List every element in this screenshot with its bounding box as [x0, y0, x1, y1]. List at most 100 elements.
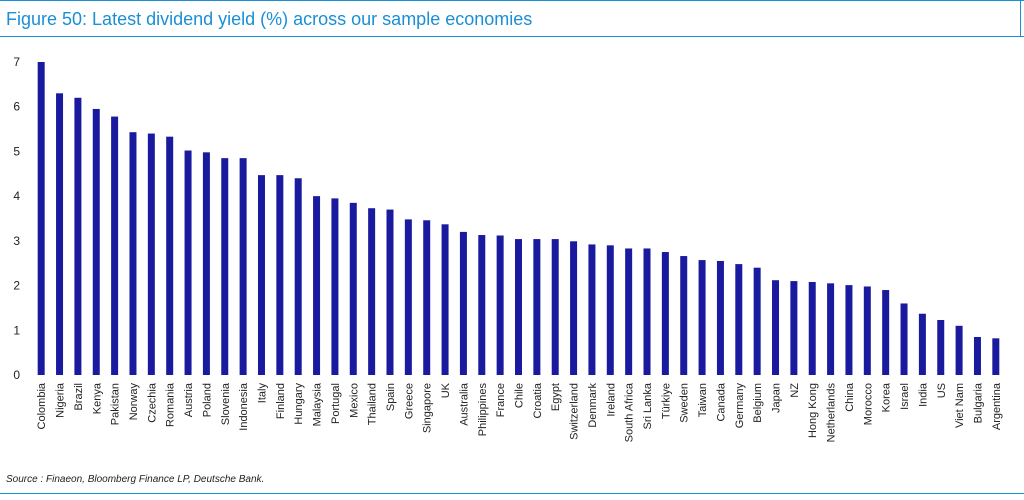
x-tick-label: Malaysia: [312, 382, 324, 426]
x-tick-label: Egypt: [550, 383, 562, 411]
x-tick-label: Croatia: [532, 382, 544, 418]
x-tick-label: Italy: [256, 383, 268, 404]
x-tick-label: Sri Lanka: [642, 382, 654, 429]
bar-portugal: [331, 198, 339, 375]
frame-top-rule: [0, 0, 1024, 1]
x-tick-label: Poland: [201, 383, 213, 417]
bar-colombia: [37, 62, 45, 375]
chart-title: Figure 50: Latest dividend yield (%) acr…: [6, 9, 533, 29]
x-tick-label: Germany: [734, 383, 746, 429]
x-tick-label: UK: [440, 382, 452, 398]
x-tick-label: Norway: [128, 383, 140, 421]
x-tick-label: Mexico: [348, 383, 360, 418]
bar-korea: [882, 290, 890, 375]
frame-right-rule: [1020, 0, 1021, 36]
bar-uk: [441, 224, 449, 375]
x-tick-label: Singapore: [422, 383, 434, 433]
bar-japan: [772, 280, 780, 375]
y-tick-label: 6: [13, 100, 20, 114]
x-axis-labels: Colombia Nigeria Brazil Kenya Pakistan Norway…: [36, 382, 1003, 442]
x-tick-label: Colombia: [36, 382, 48, 429]
bar-germany: [735, 264, 743, 375]
x-tick-label: Argentina: [991, 382, 1003, 430]
x-tick-label: Israel: [899, 383, 911, 410]
bar-canada: [716, 260, 724, 375]
x-tick-label: Indonesia: [238, 382, 250, 431]
bar-egypt: [551, 239, 559, 375]
x-tick-label: India: [917, 382, 929, 407]
bar-switzerland: [570, 241, 578, 375]
bar-indonesia: [239, 158, 247, 375]
bar-singapore: [423, 220, 431, 375]
x-tick-label: Hong Kong: [807, 383, 819, 438]
bar-nigeria: [56, 93, 64, 376]
bar-morocco: [863, 286, 871, 375]
bar-australia: [459, 231, 467, 375]
x-tick-label: Korea: [881, 382, 893, 412]
bar-brazil: [74, 97, 82, 375]
bar-taiwan: [698, 260, 706, 375]
x-tick-label: Spain: [385, 383, 397, 411]
x-tick-label: Bulgaria: [972, 382, 984, 423]
bar-india: [918, 313, 926, 375]
x-tick-label: Ireland: [605, 383, 617, 417]
bar-czechia: [147, 133, 155, 375]
bar-israel: [900, 303, 908, 375]
bar-t-rkiye: [661, 252, 669, 375]
bars: [37, 62, 1000, 376]
x-tick-label: Thailand: [367, 383, 379, 425]
bar-spain: [386, 209, 394, 375]
x-tick-label: Hungary: [293, 383, 305, 425]
bar-us: [937, 320, 945, 375]
bar-slovenia: [221, 158, 229, 375]
bar-croatia: [533, 239, 541, 375]
x-tick-label: Türkiye: [660, 383, 672, 419]
x-tick-label: Slovenia: [220, 382, 232, 425]
bar-romania: [166, 136, 174, 375]
y-tick-label: 1: [13, 323, 20, 337]
bar-malaysia: [313, 196, 321, 375]
bar-hong-kong: [808, 281, 816, 375]
bar-chart: 0 1 2 3 4 5 6 7 Colombia Nigeria Brazil Kenya Pakis…: [13, 55, 1003, 442]
y-tick-label: 4: [13, 189, 20, 203]
x-tick-label: Taiwan: [697, 383, 709, 417]
bar-bulgaria: [973, 336, 981, 375]
title-rule: [0, 36, 1024, 37]
x-tick-label: Brazil: [73, 383, 85, 411]
x-tick-label: France: [495, 383, 507, 417]
x-tick-label: Greece: [403, 383, 415, 419]
bar-kenya: [92, 108, 100, 375]
y-tick-label: 2: [13, 279, 20, 293]
x-tick-label: Belgium: [752, 383, 764, 423]
x-tick-label: Philippines: [477, 383, 489, 437]
bar-pakistan: [111, 116, 119, 376]
bar-thailand: [368, 208, 376, 375]
bar-poland: [202, 152, 210, 375]
bar-viet-nam: [955, 325, 963, 375]
x-tick-label: Nigeria: [55, 382, 67, 418]
bar-italy: [257, 175, 265, 375]
bar-sweden: [680, 256, 688, 375]
bar-belgium: [753, 267, 761, 375]
source-note: Source : Finaeon, Bloomberg Finance LP, …: [6, 474, 265, 485]
x-tick-label: Switzerland: [569, 383, 581, 440]
x-tick-label: Austria: [183, 382, 195, 417]
bar-denmark: [588, 244, 596, 375]
x-tick-label: Finland: [275, 383, 287, 419]
bar-france: [496, 235, 504, 375]
x-tick-label: South Africa: [624, 382, 636, 442]
bar-philippines: [478, 235, 486, 375]
x-tick-label: Netherlands: [826, 383, 838, 443]
x-tick-label: Pakistan: [110, 383, 122, 425]
y-tick-label: 5: [13, 144, 20, 158]
bar-norway: [129, 132, 137, 375]
bar-hungary: [294, 178, 302, 375]
y-tick-label: 0: [13, 368, 20, 382]
x-tick-label: Kenya: [91, 382, 103, 414]
x-tick-label: NZ: [789, 383, 801, 398]
x-tick-label: Japan: [771, 383, 783, 413]
x-tick-label: Denmark: [587, 383, 599, 428]
bar-mexico: [349, 202, 357, 375]
bar-chile: [515, 239, 522, 375]
bar-south-africa: [625, 248, 633, 375]
